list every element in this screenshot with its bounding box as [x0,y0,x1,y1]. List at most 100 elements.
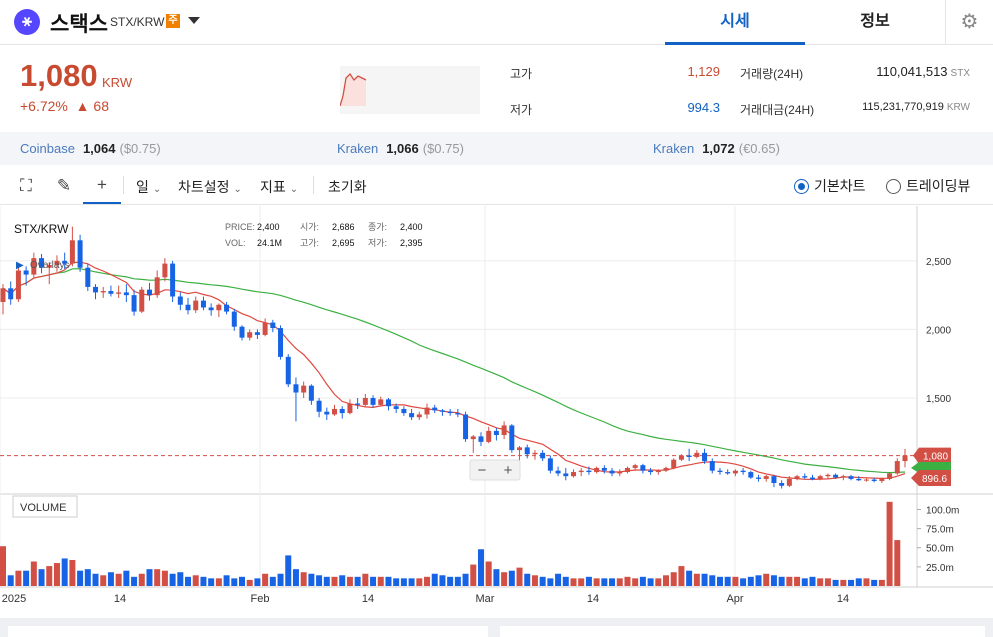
candle-body [686,455,692,457]
tab-price[interactable]: 시세 [665,0,805,45]
candle-body [0,288,6,302]
candle-body [717,470,723,473]
exchange-kraken-usd[interactable]: Kraken 1,066 ($0.75) [337,141,464,156]
volume-bar [393,578,400,586]
coin-dropdown-icon[interactable] [188,17,200,24]
candle-body [46,264,52,268]
candle-body [154,277,160,296]
interval-select[interactable]: 일 ⌄ [136,177,161,197]
coin-logo-icon: ⚹ [14,9,40,35]
candle-body [609,470,615,474]
volume-bar [848,579,855,586]
volume-bar [292,569,299,586]
indicators-select[interactable]: 지표 ⌄ [260,177,298,197]
crosshair-icon[interactable]: + [83,166,121,204]
tradingview-radio[interactable]: 트레이딩뷰 [886,176,970,196]
volume-bar [531,575,538,586]
volume-bar [208,578,215,586]
candle-body [848,476,854,479]
exchange-kraken-eur[interactable]: Kraken 1,072 (€0.65) [653,141,780,156]
candle-body [455,413,461,415]
candle-body [177,296,183,305]
candle-body [432,407,438,411]
volume-bar [61,558,68,586]
basic-chart-label: 기본차트 [814,178,866,194]
basic-chart-radio[interactable]: 기본차트 [794,176,866,196]
candle-body [270,322,276,329]
volume-bar [431,573,438,586]
exchange-usd: ($0.75) [422,141,464,156]
current-price-tag [913,447,951,464]
bottom-card-left [8,626,488,637]
exchange-name: Coinbase [20,141,75,156]
chart-canvas[interactable]: 2,500 2,000 1,500 100.0m 75.0m 50.0m 25.0m 2025… [0,206,993,618]
candle-body [409,413,415,418]
candle-body [694,452,700,457]
info-label: PRICE: [225,222,255,232]
chart-symbol: STX/KRW [14,222,69,236]
volume-bar [77,570,84,586]
fullscreen-icon[interactable]: ⛶ [20,176,32,195]
volume-value: 110,041,513 STX [820,64,970,79]
candle-body [378,399,384,405]
candle-body [278,328,284,357]
x-tick-label: 2025 [2,593,26,605]
volume-bar [624,576,631,586]
volume-bar [447,576,454,586]
gear-icon[interactable]: ⚙ [945,0,993,45]
candle-body [478,436,484,442]
radio-unselected-icon [886,179,901,194]
candle-body [617,472,623,474]
candle-body [424,407,430,415]
volume-bar [663,575,670,586]
volume-tick-label: 25.0m [926,563,954,574]
candle-body [69,240,75,264]
volume-bar [578,578,585,586]
candle-body [702,452,708,462]
volume-bar [539,576,546,586]
volume-bar [871,579,878,586]
candle-body [863,479,869,481]
interval-label: 일 [136,179,149,195]
candle-body [671,459,677,468]
volume-bar [215,578,222,586]
top-bar: ⚹ 스택스 STX/KRW 주 시세 정보 ⚙ [0,0,993,45]
volume-bar [755,575,762,586]
exchange-coinbase[interactable]: Coinbase 1,064 ($0.75) [20,141,161,156]
candle-body [709,461,715,471]
candle-body [139,289,145,312]
tab-info[interactable]: 정보 [860,13,890,30]
candle-body [517,447,523,451]
volume-bar [801,578,808,586]
radio-selected-icon [794,179,809,194]
volume-bar [770,575,777,586]
volume-bar [323,576,330,586]
volume-bar [470,564,477,586]
volume-bar [400,578,407,586]
candle-body [162,263,168,278]
candle-body [601,467,607,471]
pen-icon[interactable]: ✎ [56,176,72,195]
change-amount: ▲ 68 [75,98,109,114]
volume-bar [262,573,269,586]
info-value: 2,395 [400,238,423,248]
volume-tick-label: 50.0m [926,544,954,555]
candle-body [570,472,576,477]
volume-bar [547,578,554,586]
volume-bar [254,578,261,586]
candle-body [193,300,199,311]
chart-settings-select[interactable]: 차트설정 ⌄ [178,177,242,197]
low-label: 저가 [510,103,533,117]
candle-body [771,476,777,484]
reset-button[interactable]: 초기화 [328,179,367,195]
volume-bar [161,570,168,586]
volume-bar [647,578,654,586]
volume-tick-label: 100.0m [926,505,959,516]
price-chart[interactable]: 2,500 2,000 1,500 100.0m 75.0m 50.0m 25.0m 2025… [0,206,993,618]
candle-body [316,400,322,412]
moving-average-long-line [2,268,906,474]
volume-bar [894,540,901,586]
exchange-price: 1,066 [386,141,419,156]
info-label: 고가: [300,238,319,248]
x-tick-label: Mar [476,593,495,605]
